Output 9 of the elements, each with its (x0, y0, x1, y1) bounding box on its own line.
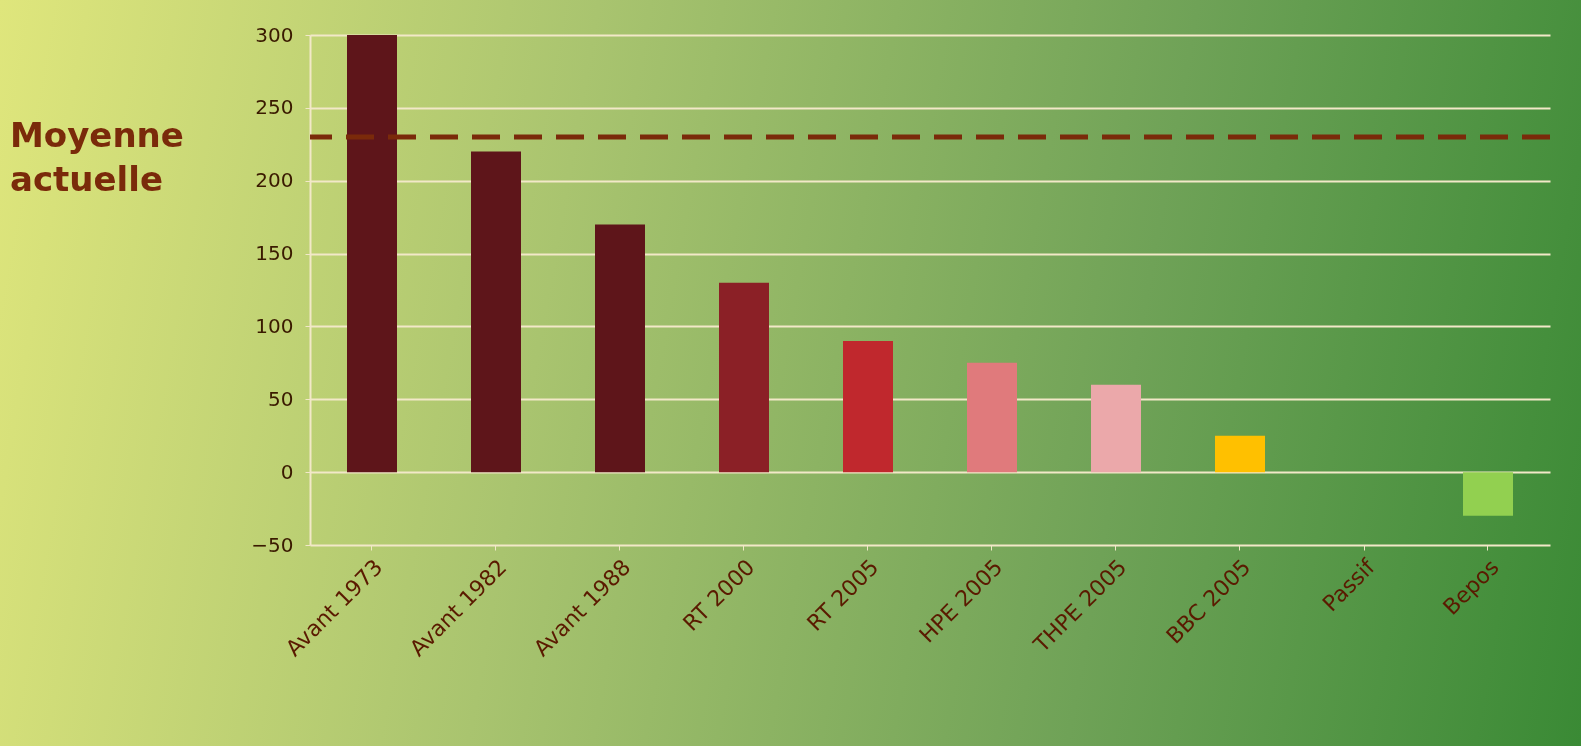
y-tick-label: 200 (255, 168, 294, 193)
y-tick-label: −50 (251, 532, 294, 557)
ref-line-label: Moyenne actuelle (10, 115, 184, 199)
y-tick-label: 100 (255, 313, 294, 338)
y-tick-label: 250 (255, 95, 294, 120)
y-tick-label: 150 (255, 241, 294, 266)
y-tick-label: 0 (280, 459, 294, 484)
y-tick-label: 300 (255, 22, 294, 47)
y-tick-label: 50 (268, 386, 294, 411)
